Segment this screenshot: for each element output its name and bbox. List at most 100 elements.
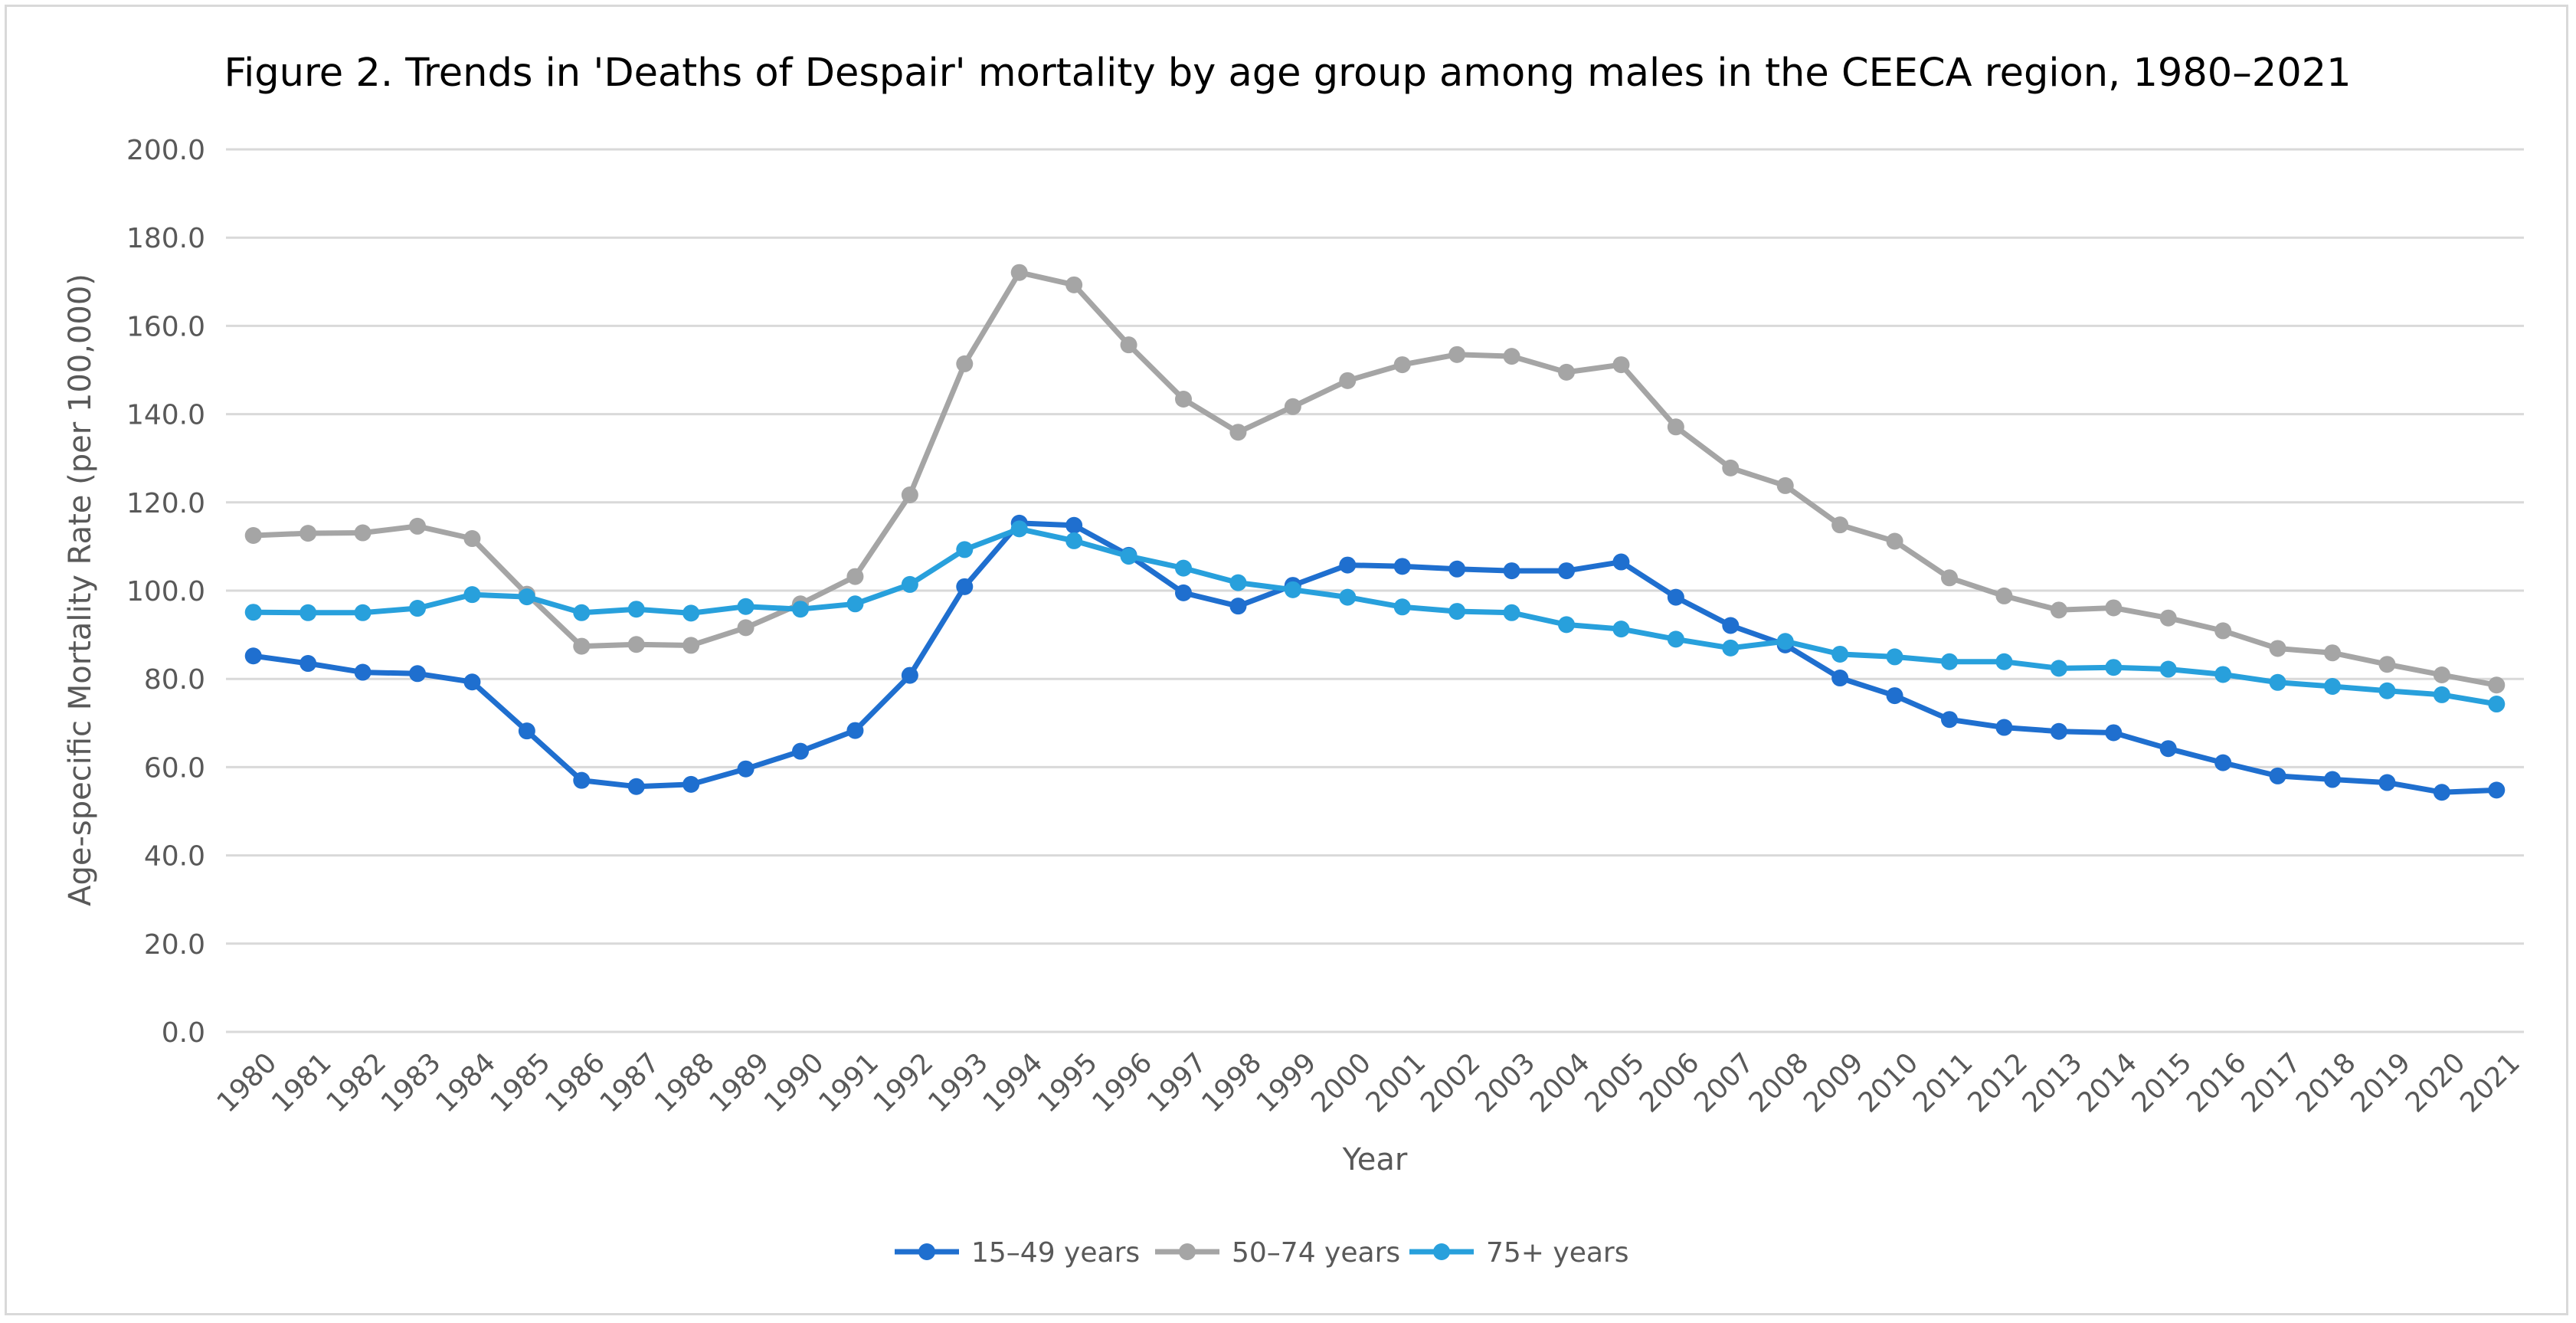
- legend-label: 15–49 years: [971, 1237, 1140, 1269]
- data-point: [1558, 562, 1575, 580]
- data-point: [1941, 711, 1958, 729]
- data-point: [299, 604, 317, 621]
- data-point: [682, 637, 700, 654]
- data-point: [682, 775, 700, 793]
- data-point: [2269, 640, 2286, 657]
- data-point: [1941, 569, 1958, 587]
- legend-marker: [1433, 1243, 1450, 1260]
- data-point: [1175, 559, 1192, 577]
- data-point: [244, 527, 262, 544]
- x-tick-label: 2017: [2236, 1047, 2308, 1119]
- data-point: [737, 760, 754, 778]
- x-tick-label: 1985: [485, 1047, 557, 1119]
- data-point: [1558, 363, 1575, 381]
- x-tick-label: 2020: [2400, 1047, 2472, 1119]
- data-point: [1175, 391, 1192, 408]
- x-tick-label: 1993: [922, 1047, 994, 1119]
- data-point: [2105, 599, 2123, 617]
- data-point: [463, 530, 481, 548]
- x-axis-ticks: 1980198119821983198419851986198719881989…: [211, 1047, 2526, 1119]
- data-point: [2159, 609, 2177, 627]
- x-tick-label: 1984: [430, 1047, 502, 1119]
- data-point: [1612, 553, 1630, 571]
- series-2: [244, 264, 2506, 694]
- data-point: [1503, 562, 1520, 580]
- x-tick-label: 1991: [813, 1047, 885, 1119]
- x-tick-label: 2002: [1415, 1047, 1487, 1119]
- data-point: [1120, 548, 1137, 565]
- data-point: [1667, 588, 1684, 606]
- data-point: [573, 771, 591, 789]
- data-point: [1886, 532, 1903, 550]
- data-point: [682, 604, 700, 622]
- data-point: [1667, 630, 1684, 648]
- data-point: [1339, 556, 1357, 574]
- data-point: [956, 578, 974, 595]
- data-point: [1393, 598, 1411, 616]
- data-point: [2214, 622, 2232, 640]
- data-point: [1995, 719, 2013, 736]
- data-point: [1229, 574, 1247, 591]
- gridlines: [226, 148, 2524, 1033]
- x-tick-label: 1990: [758, 1047, 830, 1119]
- data-point: [737, 619, 754, 637]
- y-axis-title: Age-specific Mortality Rate (per 100,000…: [63, 273, 98, 906]
- legend-item: 15–49 years: [895, 1237, 1140, 1269]
- data-point: [2378, 656, 2396, 673]
- x-tick-label: 2015: [2126, 1047, 2198, 1119]
- data-point: [1339, 372, 1357, 389]
- legend-label: 75+ years: [1486, 1237, 1629, 1269]
- data-point: [299, 655, 317, 673]
- y-tick-label: 60.0: [144, 752, 205, 784]
- data-point: [409, 517, 426, 535]
- chart-frame: [5, 5, 2568, 1315]
- data-point: [1010, 264, 1028, 281]
- data-point: [2050, 660, 2067, 677]
- data-point: [1065, 532, 1083, 549]
- series-1: [244, 514, 2506, 801]
- data-point: [2269, 767, 2286, 784]
- data-point: [901, 486, 918, 504]
- data-point: [1776, 633, 1794, 650]
- data-point: [463, 586, 481, 604]
- data-point: [244, 647, 262, 665]
- data-point: [1886, 648, 1903, 666]
- x-tick-label: 1987: [594, 1047, 666, 1119]
- x-tick-label: 2021: [2454, 1047, 2526, 1119]
- y-tick-label: 20.0: [144, 929, 205, 961]
- x-tick-label: 2011: [1907, 1047, 1979, 1119]
- data-point: [1065, 276, 1083, 293]
- x-tick-label: 1995: [1032, 1047, 1104, 1119]
- x-tick-label: 1983: [375, 1047, 447, 1119]
- data-point: [1831, 670, 1849, 687]
- x-tick-label: 1999: [1251, 1047, 1323, 1119]
- data-point: [2269, 673, 2286, 691]
- data-point: [2324, 644, 2341, 662]
- data-point: [1722, 639, 1740, 657]
- data-point: [2378, 774, 2396, 791]
- data-point: [518, 722, 535, 740]
- data-point: [2105, 659, 2123, 676]
- x-tick-label: 2007: [1688, 1047, 1760, 1119]
- data-point: [354, 663, 372, 681]
- data-point: [737, 598, 754, 615]
- data-point: [409, 600, 426, 617]
- data-point: [1175, 584, 1192, 601]
- legend-item: 75+ years: [1409, 1237, 1629, 1269]
- series-line: [250, 270, 2499, 688]
- x-tick-label: 1989: [704, 1047, 776, 1119]
- data-point: [2050, 722, 2067, 740]
- data-point: [1284, 398, 1301, 415]
- legend-marker: [1179, 1243, 1196, 1260]
- data-point: [1831, 516, 1849, 534]
- data-point: [1995, 653, 2013, 670]
- data-point: [956, 541, 974, 558]
- data-point: [1448, 560, 1466, 578]
- data-point: [1558, 616, 1575, 634]
- x-tick-label: 1986: [539, 1047, 611, 1119]
- data-point: [2324, 771, 2341, 788]
- x-tick-label: 2018: [2290, 1047, 2362, 1119]
- x-tick-label: 2009: [1798, 1047, 1870, 1119]
- x-tick-label: 2012: [1962, 1047, 2034, 1119]
- chart-title: Figure 2. Trends in 'Deaths of Despair' …: [224, 51, 2351, 96]
